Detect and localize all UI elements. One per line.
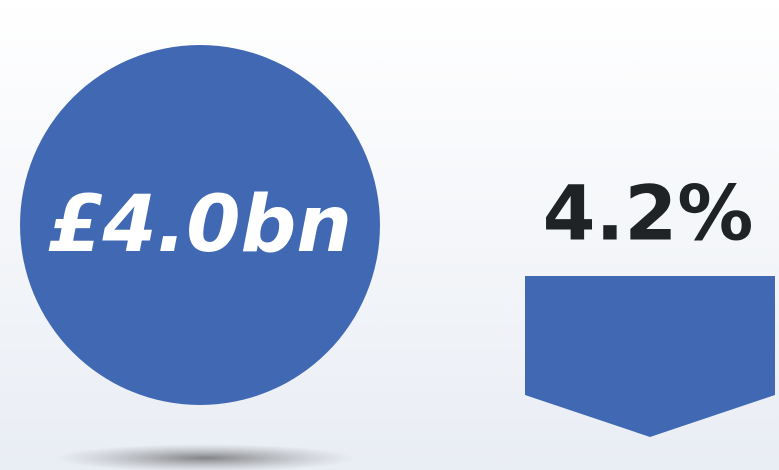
down-arrow bbox=[525, 276, 775, 437]
circle-shadow bbox=[55, 444, 355, 470]
change-text: 4.2% bbox=[543, 169, 754, 258]
amount-circle bbox=[20, 45, 380, 405]
amount-text: £4.0bn bbox=[48, 180, 352, 270]
